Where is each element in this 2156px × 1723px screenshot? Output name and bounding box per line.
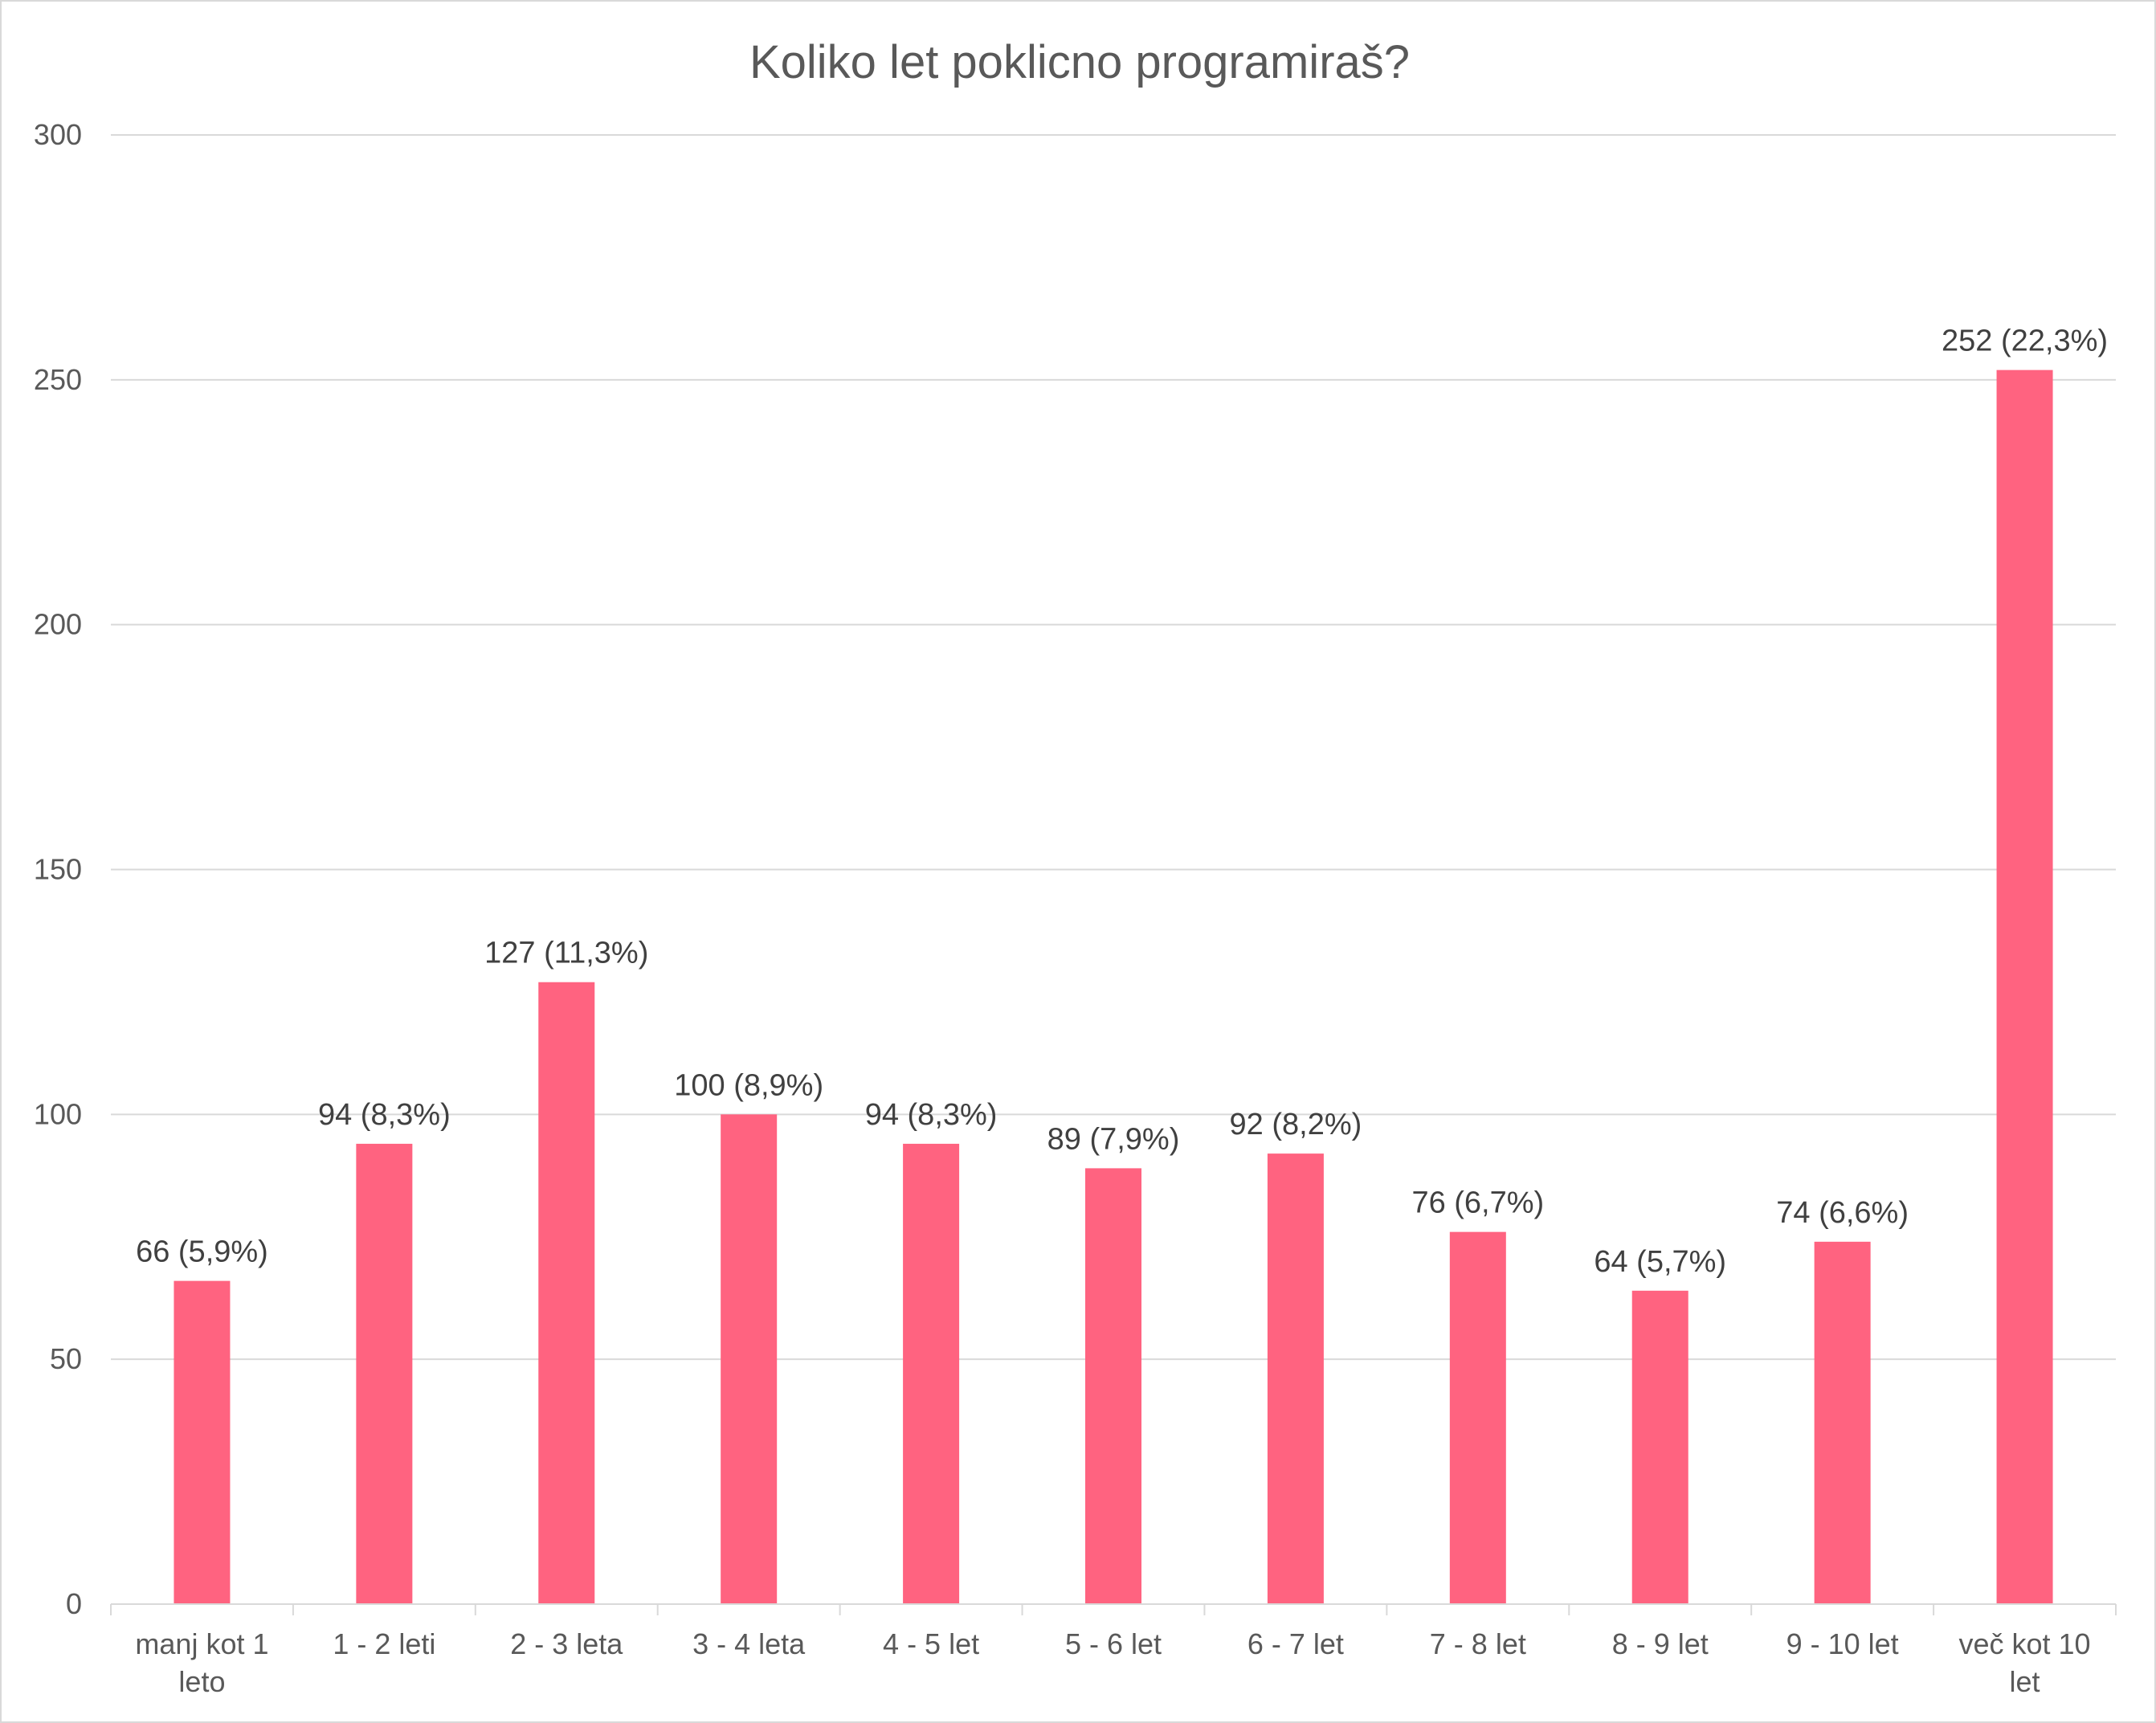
bars bbox=[174, 370, 2053, 1604]
x-category-label: 5 - 6 let bbox=[1065, 1627, 1162, 1660]
data-label: 76 (6,7%) bbox=[1411, 1186, 1544, 1220]
x-category-label: 4 - 5 let bbox=[883, 1627, 979, 1660]
x-category-label: let bbox=[2010, 1665, 2040, 1698]
y-tick-label: 50 bbox=[50, 1342, 82, 1375]
y-tick-label: 150 bbox=[34, 853, 82, 886]
x-category-label: 2 - 3 leta bbox=[510, 1627, 623, 1660]
data-label: 64 (5,7%) bbox=[1594, 1245, 1726, 1279]
data-label: 252 (22,3%) bbox=[1942, 325, 2108, 358]
bar bbox=[1631, 1290, 1688, 1604]
bar bbox=[903, 1143, 960, 1604]
x-category-label: manj kot 1 bbox=[135, 1627, 268, 1660]
data-label: 100 (8,9%) bbox=[674, 1068, 823, 1102]
y-tick-label: 0 bbox=[66, 1587, 82, 1620]
data-label: 89 (7,9%) bbox=[1047, 1122, 1180, 1156]
data-label: 94 (8,3%) bbox=[865, 1098, 998, 1132]
data-label: 127 (11,3%) bbox=[484, 937, 648, 970]
y-tick-label: 250 bbox=[34, 363, 82, 396]
data-label: 92 (8,2%) bbox=[1230, 1108, 1362, 1141]
chart-title: Koliko let poklicno programiraš? bbox=[749, 36, 1410, 88]
bar bbox=[1996, 370, 2053, 1604]
data-label: 66 (5,9%) bbox=[136, 1235, 268, 1269]
bar bbox=[1267, 1153, 1324, 1604]
x-category-label: 6 - 7 let bbox=[1247, 1627, 1344, 1660]
bar bbox=[538, 982, 595, 1604]
data-label: 74 (6,6%) bbox=[1776, 1196, 1909, 1230]
x-category-label: 8 - 9 let bbox=[1612, 1627, 1709, 1660]
bar bbox=[1814, 1241, 1871, 1604]
x-category-label: 1 - 2 leti bbox=[333, 1627, 435, 1660]
bar bbox=[721, 1114, 778, 1604]
data-label: 94 (8,3%) bbox=[318, 1098, 451, 1132]
y-axis: 0 50 100 150 200 250 300 bbox=[34, 118, 82, 1620]
y-tick-label: 100 bbox=[34, 1097, 82, 1130]
bar bbox=[356, 1143, 413, 1604]
x-category-label: leto bbox=[178, 1665, 225, 1698]
bar bbox=[1085, 1168, 1141, 1604]
x-axis: manj kot 1 leto 1 - 2 leti 2 - 3 leta 3 - 4 … bbox=[110, 1603, 2117, 1698]
data-labels: 66 (5,9%) 94 (8,3%) 127 (11,3%) 100 (8,9%) 9… bbox=[136, 325, 2108, 1279]
x-category-label: 3 - 4 leta bbox=[692, 1627, 806, 1660]
y-tick-label: 300 bbox=[34, 118, 82, 151]
x-category-label: 9 - 10 let bbox=[1786, 1627, 1899, 1660]
bar bbox=[174, 1280, 231, 1604]
x-category-label: 7 - 8 let bbox=[1430, 1627, 1526, 1660]
gridlines bbox=[111, 134, 2116, 1361]
y-tick-label: 200 bbox=[34, 608, 82, 641]
bar bbox=[1449, 1231, 1506, 1604]
x-category-label: več kot 10 bbox=[1958, 1627, 2090, 1660]
